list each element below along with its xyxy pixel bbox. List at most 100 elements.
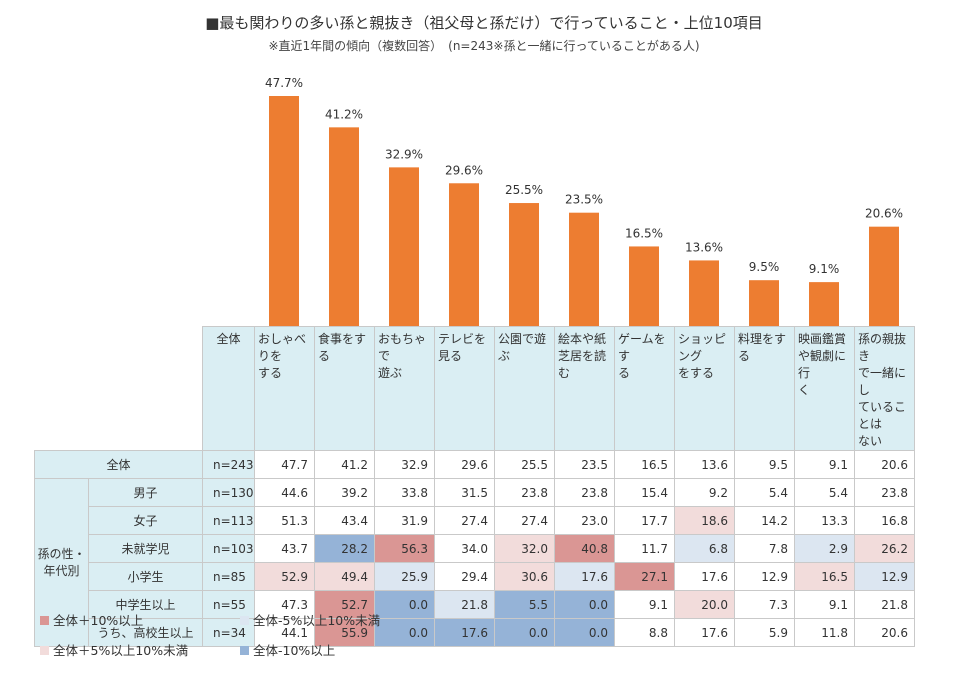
legend-minus10: 全体-10%以上 [240,640,335,659]
cell-value: 34.0 [434,534,495,563]
cell-value: 17.6 [554,562,615,591]
cell-value: 51.3 [254,506,315,535]
cell-value: 9.1 [614,590,675,619]
cell-value: 9.1 [794,450,855,479]
bar-11 [869,226,899,326]
cell-value: 52.7 [314,590,375,619]
chart-subtitle: ※直近1年間の傾向（複数回答） (n=243※孫と一緒に行っていることがある人) [268,39,700,53]
cell-value: 40.8 [554,534,615,563]
cell-value: 16.5 [614,450,675,479]
legend-swatch-minus5 [240,616,249,625]
cell-value: 14.2 [734,506,795,535]
cell-value: 9.5 [734,450,795,479]
bar-1 [269,96,299,326]
cell-value: 17.6 [434,618,495,647]
legend-plus5: 全体＋5%以上10%未満 [40,640,188,659]
row-n: n=85 [202,562,255,591]
cell-value: 23.8 [854,478,915,507]
bar-10 [809,282,839,326]
row-n: n=55 [202,590,255,619]
cell-value: 13.3 [794,506,855,535]
cell-value: 11.8 [794,618,855,647]
row-n: n=243 [202,450,255,479]
bar-9 [749,280,779,326]
bar-7 [629,246,659,326]
cell-value: 21.8 [854,590,915,619]
col-header-1: おしゃべりを する [254,326,315,451]
cell-value: 0.0 [374,590,435,619]
bar-value-label-10: 9.1% [809,262,840,276]
legend-label-minus10: 全体-10%以上 [253,643,336,658]
bar-5 [509,203,539,326]
cell-value: 25.9 [374,562,435,591]
row-label: 未就学児 [88,534,203,563]
cell-value: 47.3 [254,590,315,619]
chart-title: ■最も関わりの多い孫と親抜き（祖父母と孫だけ）で行っていること・上位10項目 [205,14,763,32]
cell-value: 44.1 [254,618,315,647]
cell-value: 2.9 [794,534,855,563]
bar-value-label-7: 16.5% [625,226,663,240]
cell-value: 9.2 [674,478,735,507]
cell-value: 21.8 [434,590,495,619]
bar-value-label-4: 29.6% [445,163,483,177]
cell-value: 0.0 [554,590,615,619]
cell-value: 31.9 [374,506,435,535]
cell-value: 7.8 [734,534,795,563]
bar-value-label-3: 32.9% [385,147,423,161]
cell-value: 49.4 [314,562,375,591]
table-row: 女子 n=113 51.3 43.4 31.9 27.4 27.4 23.0 17.7 18.6 1… [35,506,915,535]
cell-value: 8.8 [614,618,675,647]
legend-label-plus5: 全体＋5%以上10%未満 [53,643,189,658]
cell-value: 27.1 [614,562,675,591]
col-header-2: 食事をする [314,326,375,451]
cell-value: 6.8 [674,534,735,563]
row-label: 小学生 [88,562,203,591]
cell-value: 16.5 [794,562,855,591]
cell-value: 25.5 [494,450,555,479]
cell-value: 32.9 [374,450,435,479]
cell-value: 39.2 [314,478,375,507]
cell-value: 28.2 [314,534,375,563]
legend-label-plus10: 全体＋10%以上 [53,613,144,628]
cell-value: 33.8 [374,478,435,507]
cell-value: 9.1 [794,590,855,619]
legend-minus5: 全体-5%以上10%未満 [240,610,380,629]
bar-value-label-8: 13.6% [685,240,723,254]
col-header-4: テレビを見る [434,326,495,451]
table-row: 未就学児 n=103 43.7 28.2 56.3 34.0 32.0 40.8 11.7 6.8… [35,534,915,563]
col-header-8: ショッピング をする [674,326,735,451]
cell-value: 11.7 [614,534,675,563]
cell-value: 5.4 [734,478,795,507]
cell-value: 13.6 [674,450,735,479]
row-n: n=103 [202,534,255,563]
cell-value: 43.4 [314,506,375,535]
cell-value: 0.0 [554,618,615,647]
bar-chart: 47.7% 41.2% 32.9% 29.6% 25.5% 23.5% 16.5% 13.6%… [265,76,903,326]
bar-value-label-1: 47.7% [265,76,303,90]
cell-value: 0.0 [494,618,555,647]
table-row: 中学生以上 n=55 47.3 52.7 0.0 21.8 5.5 0.0 9.1 20.0 7.3… [35,590,915,619]
cell-value: 23.8 [494,478,555,507]
row-label: 全体 [34,450,203,479]
cell-value: 12.9 [734,562,795,591]
cell-value: 5.9 [734,618,795,647]
bar-value-label-11: 20.6% [865,207,903,221]
cell-value: 7.3 [734,590,795,619]
col-header-11: 孫の親抜き で一緒にし ていることは ない [854,326,915,451]
table-row: 小学生 n=85 52.9 49.4 25.9 29.4 30.6 17.6 27.1 17.6 1… [35,562,915,591]
cell-value: 17.6 [674,618,735,647]
table-row: 孫の性・ 年代別 男子 n=130 44.6 39.2 33.8 31.5 23.8 23.8 15… [34,478,915,647]
cell-value: 23.8 [554,478,615,507]
cell-value: 5.5 [494,590,555,619]
cell-value: 56.3 [374,534,435,563]
data-table: 全体 おしゃべりを する 食事をする おもちゃで 遊ぶ テレビを見る 公園で遊ぶ 絵本や紙 芝居を… [34,326,915,647]
cell-value: 30.6 [494,562,555,591]
cell-value: 26.2 [854,534,915,563]
cell-value: 29.4 [434,562,495,591]
bar-3 [389,167,419,326]
cell-value: 17.6 [674,562,735,591]
cell-value: 41.2 [314,450,375,479]
bar-value-label-6: 23.5% [565,193,603,207]
bar-value-label-2: 41.2% [325,107,363,121]
legend-swatch-minus10 [240,646,249,655]
